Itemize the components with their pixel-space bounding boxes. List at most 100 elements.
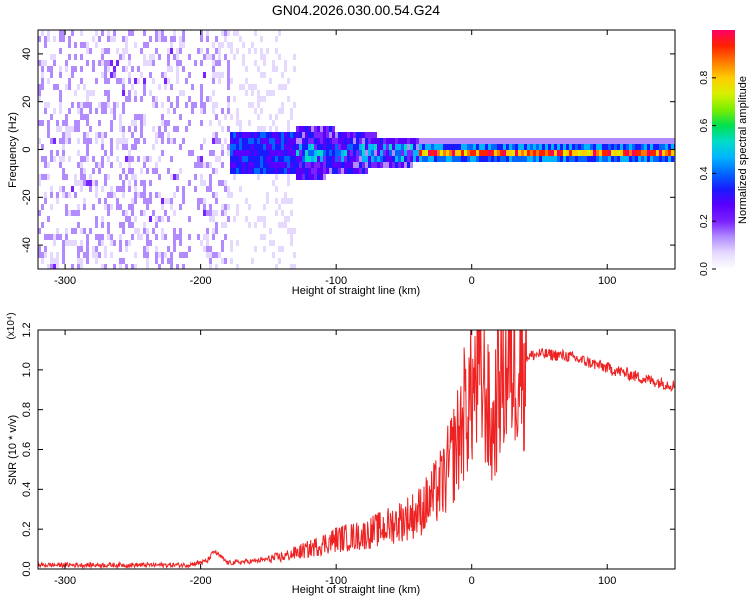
- heatmap-cell: [113, 60, 116, 66]
- heatmap-cell: [290, 114, 293, 120]
- heatmap-cell: [323, 126, 326, 132]
- heatmap-cell: [176, 222, 179, 228]
- heatmap-cell: [224, 90, 227, 96]
- heatmap-cell: [239, 150, 242, 156]
- heatmap-cell: [614, 156, 617, 162]
- heatmap-cell: [53, 60, 56, 66]
- heatmap-cell: [107, 210, 110, 216]
- heatmap-cell: [56, 156, 59, 162]
- heatmap-cell: [527, 144, 530, 150]
- heatmap-cell: [602, 144, 605, 150]
- heatmap-cell: [110, 234, 113, 240]
- heatmap-cell: [47, 222, 50, 228]
- heatmap-cell: [362, 150, 365, 156]
- heatmap-cell: [575, 144, 578, 150]
- heatmap-cell: [656, 144, 659, 150]
- heatmap-cell: [296, 174, 299, 180]
- heatmap-cell: [635, 144, 638, 150]
- heatmap-cell: [59, 174, 62, 180]
- heatmap-cell: [134, 228, 137, 234]
- heatmap-cell: [287, 78, 290, 84]
- heatmap-cell: [116, 60, 119, 66]
- heatmap-cell: [377, 138, 380, 144]
- heatmap-cell: [665, 138, 668, 144]
- heatmap-cell: [131, 264, 134, 269]
- heatmap-cell: [449, 150, 452, 156]
- heatmap-cell: [659, 144, 662, 150]
- heatmap-cell: [593, 156, 596, 162]
- y-tick-label: 0.6: [21, 442, 33, 457]
- heatmap-cell: [128, 90, 131, 96]
- heatmap-cell: [260, 234, 263, 240]
- heatmap-cell: [287, 138, 290, 144]
- heatmap-cell: [170, 126, 173, 132]
- heatmap-cell: [281, 132, 284, 138]
- heatmap-cell: [404, 156, 407, 162]
- heatmap-cell: [122, 222, 125, 228]
- heatmap-cell: [161, 114, 164, 120]
- heatmap-cell: [140, 30, 143, 36]
- heatmap-cell: [38, 96, 41, 102]
- heatmap-cell: [509, 150, 512, 156]
- heatmap-cell: [104, 234, 107, 240]
- heatmap-cell: [227, 78, 230, 84]
- heatmap-cell: [194, 60, 197, 66]
- heatmap-cell: [182, 198, 185, 204]
- heatmap-cell: [227, 216, 230, 222]
- heatmap-cell: [104, 102, 107, 108]
- heatmap-cell: [227, 42, 230, 48]
- heatmap-cell: [275, 186, 278, 192]
- heatmap-cell: [278, 30, 281, 36]
- heatmap-cell: [59, 114, 62, 120]
- heatmap-cell: [80, 66, 83, 72]
- heatmap-cell: [200, 72, 203, 78]
- heatmap-cell: [41, 252, 44, 258]
- heatmap-cell: [125, 48, 128, 54]
- heatmap-cell: [110, 144, 113, 150]
- heatmap-cell: [176, 96, 179, 102]
- heatmap-cell: [71, 258, 74, 264]
- heatmap-cell: [656, 138, 659, 144]
- heatmap-cell: [62, 168, 65, 174]
- heatmap-cell: [275, 162, 278, 168]
- heatmap-cell: [176, 192, 179, 198]
- x-tick-label: 100: [598, 275, 616, 287]
- heatmap-cell: [128, 72, 131, 78]
- heatmap-cell: [347, 162, 350, 168]
- heatmap-cell: [119, 84, 122, 90]
- heatmap-cell: [188, 150, 191, 156]
- heatmap-cell: [200, 132, 203, 138]
- heatmap-cell: [443, 144, 446, 150]
- heatmap-cell: [272, 120, 275, 126]
- heatmap-cell: [149, 240, 152, 246]
- heatmap-cell: [545, 156, 548, 162]
- heatmap-cell: [107, 144, 110, 150]
- heatmap-cell: [104, 60, 107, 66]
- heatmap-cell: [614, 138, 617, 144]
- heatmap-cell: [461, 156, 464, 162]
- heatmap-cell: [539, 138, 542, 144]
- heatmap-cell: [326, 126, 329, 132]
- heatmap-cell: [272, 60, 275, 66]
- heatmap-cell: [176, 234, 179, 240]
- heatmap-cell: [80, 264, 83, 269]
- heatmap-cell: [170, 36, 173, 42]
- heatmap-cell: [113, 96, 116, 102]
- heatmap-cell: [149, 60, 152, 66]
- heatmap-cell: [365, 156, 368, 162]
- heatmap-cell: [101, 144, 104, 150]
- heatmap-cell: [359, 162, 362, 168]
- heatmap-cell: [161, 36, 164, 42]
- heatmap-cell: [65, 42, 68, 48]
- heatmap-cell: [137, 66, 140, 72]
- heatmap-cell: [71, 210, 74, 216]
- heatmap-cell: [71, 96, 74, 102]
- heatmap-cell: [77, 102, 80, 108]
- heatmap-cell: [95, 246, 98, 252]
- heatmap-cell: [257, 174, 260, 180]
- heatmap-cell: [134, 198, 137, 204]
- heatmap-cell: [41, 54, 44, 60]
- heatmap-cell: [275, 48, 278, 54]
- heatmap-cell: [209, 240, 212, 246]
- heatmap-cell: [143, 210, 146, 216]
